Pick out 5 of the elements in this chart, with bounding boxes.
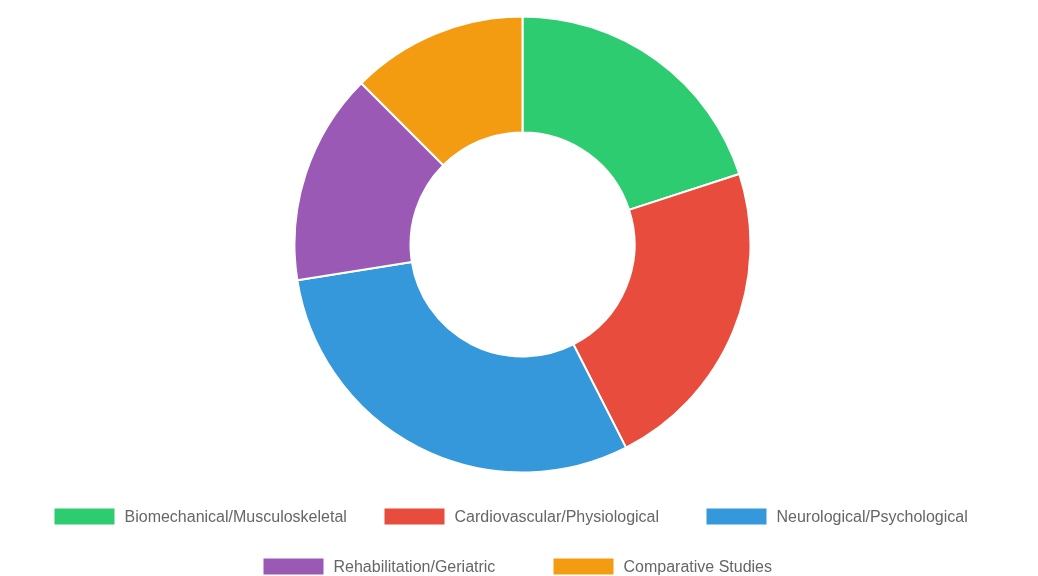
legend-label: Biomechanical/Musculoskeletal <box>124 508 347 525</box>
legend-label: Comparative Studies <box>623 558 773 575</box>
legend-label: Rehabilitation/Geriatric <box>333 558 496 575</box>
legend-label: Neurological/Psychological <box>776 508 968 525</box>
legend-label: Cardiovascular/Physiological <box>454 508 660 525</box>
